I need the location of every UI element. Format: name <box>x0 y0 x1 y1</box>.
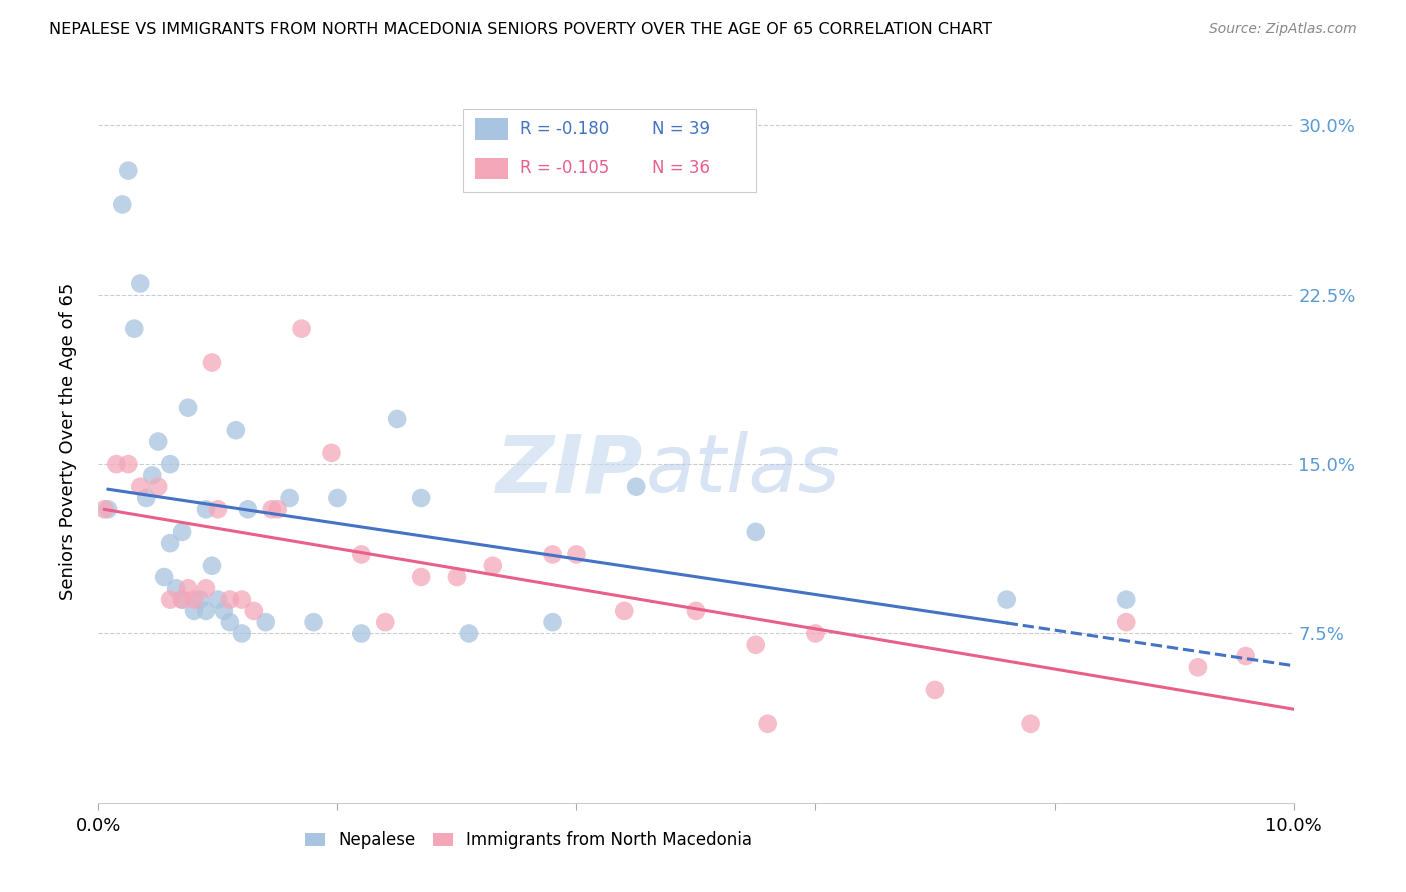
Point <box>411 491 433 505</box>
Point <box>446 570 468 584</box>
Point <box>141 468 163 483</box>
Point <box>756 716 779 731</box>
Point <box>995 592 1018 607</box>
Point <box>207 502 229 516</box>
Point <box>745 638 768 652</box>
Point <box>458 626 481 640</box>
Point <box>236 502 259 516</box>
Text: N = 39: N = 39 <box>652 120 710 137</box>
Point <box>302 615 325 630</box>
Point <box>541 615 564 630</box>
Point <box>129 277 152 291</box>
Point <box>97 502 120 516</box>
Point <box>117 457 139 471</box>
Point <box>613 604 636 618</box>
Point <box>207 592 229 607</box>
Point <box>148 434 170 449</box>
Point <box>626 480 648 494</box>
Text: NEPALESE VS IMMIGRANTS FROM NORTH MACEDONIA SENIORS POVERTY OVER THE AGE OF 65 C: NEPALESE VS IMMIGRANTS FROM NORTH MACEDO… <box>49 22 993 37</box>
Point <box>291 321 314 335</box>
Point <box>231 592 253 607</box>
Point <box>159 457 181 471</box>
Point <box>195 582 218 596</box>
FancyBboxPatch shape <box>463 109 756 193</box>
Text: N = 36: N = 36 <box>652 160 710 178</box>
Point <box>93 502 115 516</box>
Point <box>374 615 396 630</box>
Point <box>267 502 290 516</box>
Point <box>924 682 946 697</box>
Point <box>172 592 194 607</box>
Point <box>183 592 205 607</box>
Point <box>177 582 200 596</box>
Text: R = -0.180: R = -0.180 <box>520 120 610 137</box>
Point <box>1115 615 1137 630</box>
Point <box>1019 716 1042 731</box>
Point <box>804 626 827 640</box>
Text: atlas: atlas <box>645 432 841 509</box>
Y-axis label: Seniors Poverty Over the Age of 65: Seniors Poverty Over the Age of 65 <box>59 283 77 600</box>
Point <box>117 163 139 178</box>
Point <box>105 457 128 471</box>
Text: R = -0.105: R = -0.105 <box>520 160 610 178</box>
Point <box>321 446 343 460</box>
Point <box>1187 660 1209 674</box>
Point <box>1234 648 1257 663</box>
Point <box>482 558 505 573</box>
Point <box>225 423 247 437</box>
Point <box>350 626 373 640</box>
Point <box>745 524 768 539</box>
Point <box>385 412 409 426</box>
FancyBboxPatch shape <box>475 118 509 139</box>
Point <box>195 604 218 618</box>
Point <box>219 615 242 630</box>
Point <box>201 558 224 573</box>
Point <box>183 604 205 618</box>
Point <box>172 524 194 539</box>
Point <box>159 592 181 607</box>
Point <box>411 570 433 584</box>
Text: ZIP: ZIP <box>495 432 643 509</box>
Legend: Nepalese, Immigrants from North Macedonia: Nepalese, Immigrants from North Macedoni… <box>298 824 759 856</box>
Point <box>231 626 253 640</box>
Point <box>124 321 146 335</box>
Point <box>165 582 187 596</box>
Point <box>243 604 266 618</box>
Point <box>685 604 707 618</box>
Point <box>177 401 200 415</box>
Point <box>350 548 373 562</box>
Point <box>278 491 301 505</box>
Point <box>111 197 134 211</box>
Point <box>541 548 564 562</box>
Point <box>565 548 588 562</box>
Point <box>135 491 157 505</box>
Point <box>260 502 283 516</box>
Point <box>219 592 242 607</box>
Point <box>188 592 211 607</box>
Point <box>326 491 349 505</box>
Point <box>153 570 176 584</box>
Point <box>201 355 224 369</box>
Point <box>159 536 181 550</box>
Point <box>254 615 277 630</box>
Point <box>172 592 194 607</box>
Point <box>129 480 152 494</box>
Text: Source: ZipAtlas.com: Source: ZipAtlas.com <box>1209 22 1357 37</box>
Point <box>148 480 170 494</box>
Point <box>212 604 235 618</box>
Point <box>195 502 218 516</box>
FancyBboxPatch shape <box>475 158 509 179</box>
Point <box>1115 592 1137 607</box>
